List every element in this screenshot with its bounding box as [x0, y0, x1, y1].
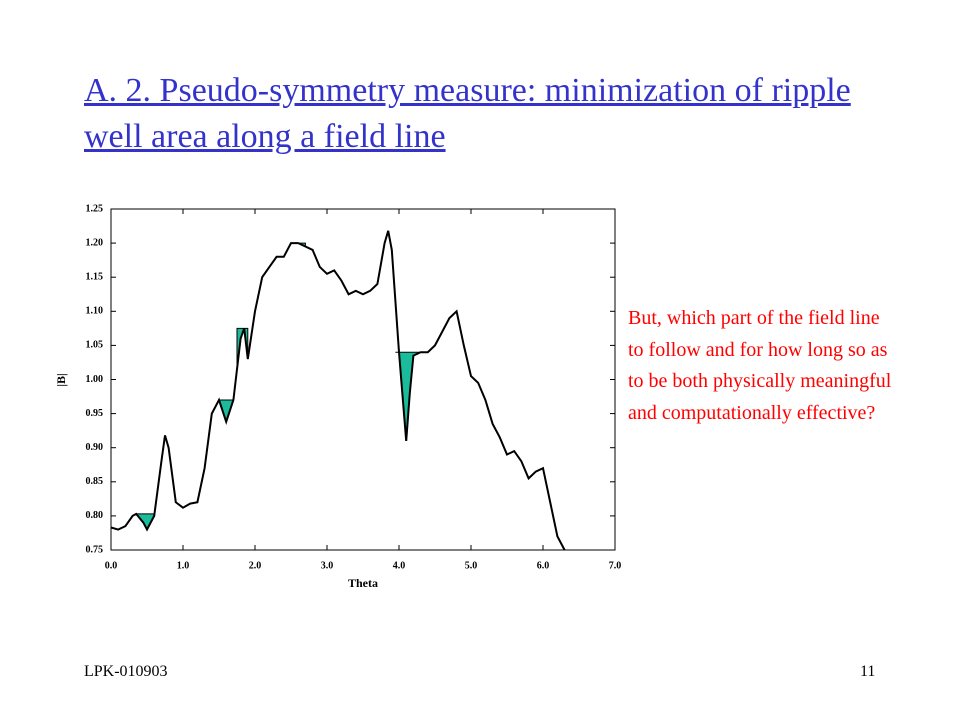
field-line: [110, 230, 566, 551]
note: But, which part of the field line to fol…: [628, 307, 892, 424]
plot-frame: [110, 208, 616, 551]
ripple-well: [218, 399, 235, 424]
x-tick-label: 1.0: [177, 560, 190, 571]
x-tick-label: 2.0: [249, 560, 262, 571]
page-number: 11: [860, 663, 876, 680]
slide-title: A. 2. Pseudo-symmetry measure: minimizat…: [84, 72, 851, 155]
y-tick-label: 1.15: [86, 271, 104, 282]
y-tick-label: 1.05: [86, 340, 104, 351]
footer: LPK-010903: [84, 663, 168, 680]
y-tick-label: 0.95: [86, 408, 104, 419]
y-tick-label: 1.00: [86, 374, 104, 385]
y-tick-label: 1.20: [86, 237, 104, 248]
y-tick-label: 0.90: [86, 442, 104, 453]
y-axis-label: |B|: [54, 373, 68, 386]
x-tick-label: 7.0: [609, 560, 622, 571]
x-tick-label: 0.0: [105, 560, 118, 571]
x-axis-label: Theta: [348, 576, 378, 590]
y-tick-label: 1.10: [86, 306, 104, 317]
y-tick-label: 0.80: [86, 510, 104, 521]
x-tick-label: 3.0: [321, 560, 334, 571]
x-tick-label: 5.0: [465, 560, 478, 571]
x-tick-label: 6.0: [537, 560, 550, 571]
y-tick-label: 0.85: [86, 476, 104, 487]
x-tick-label: 4.0: [393, 560, 406, 571]
y-tick-label: 0.75: [86, 544, 104, 555]
y-tick-label: 1.25: [86, 203, 104, 214]
